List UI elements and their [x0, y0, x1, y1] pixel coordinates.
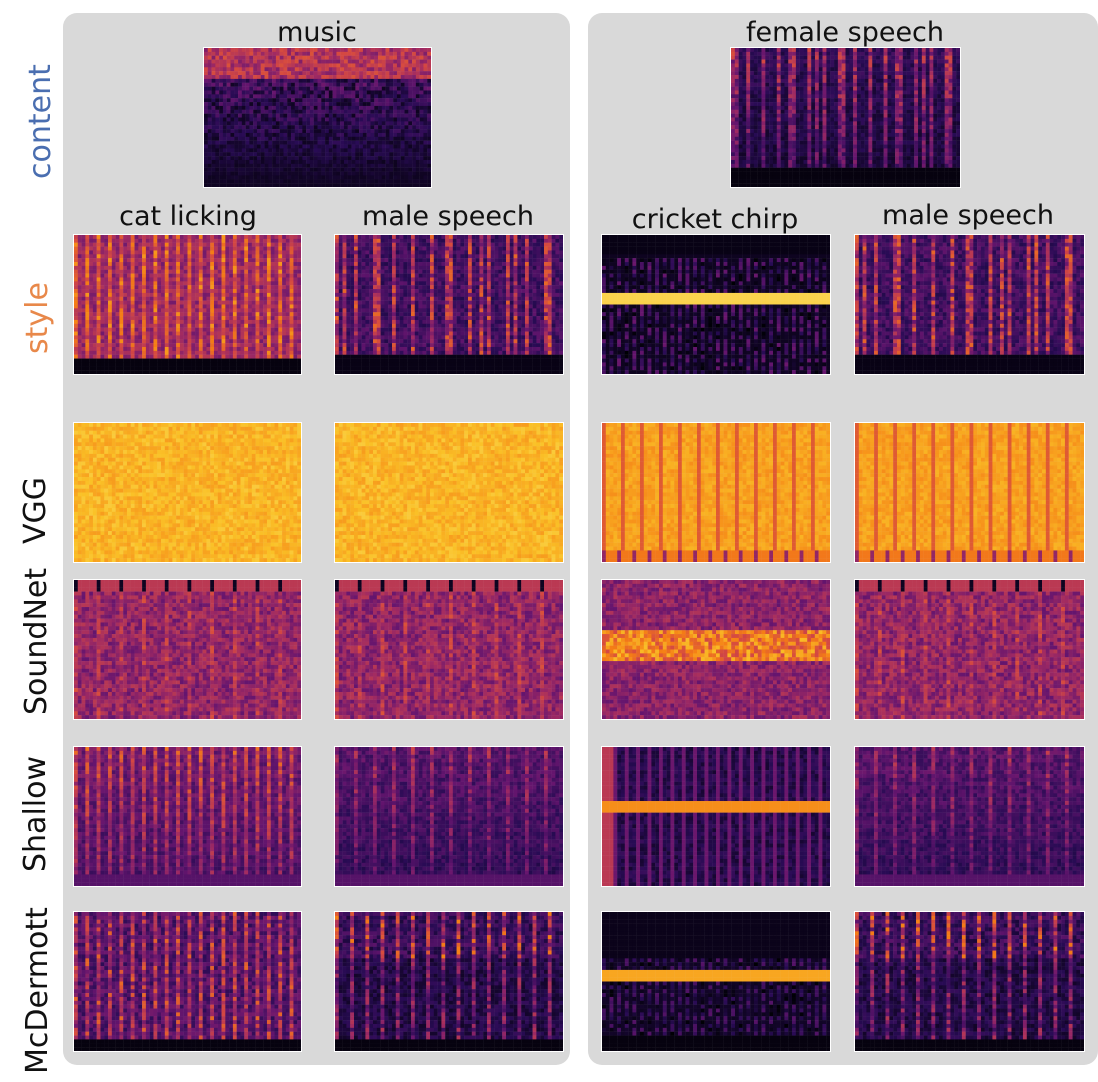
spectrogram-soundnet-3 [601, 579, 831, 720]
spectrogram-style-cricket-chirp [601, 234, 831, 375]
row-label-soundnet: SoundNet [19, 568, 56, 715]
spectrogram-mcdermott-1 [73, 911, 302, 1052]
spectrogram-female-speech [730, 47, 961, 188]
style-title-left-1: cat licking [88, 203, 288, 230]
row-label-mcdermott: McDermott [20, 894, 57, 1074]
spectrogram-mcdermott-3 [601, 911, 831, 1052]
content-title-left: music [217, 19, 417, 46]
spectrogram-vgg-1 [73, 422, 302, 563]
spectrogram-style-cat-licking [73, 234, 302, 375]
spectrogram-shallow-4 [854, 746, 1085, 887]
spectrogram-vgg-3 [601, 422, 831, 563]
spectrogram-vgg-2 [334, 422, 564, 563]
spectrogram-music [203, 47, 432, 188]
spectrogram-style-male-speech-left [334, 234, 564, 375]
spectrogram-vgg-4 [854, 422, 1085, 563]
row-label-vgg: VGG [18, 444, 55, 544]
spectrogram-mcdermott-2 [334, 911, 564, 1052]
spectrogram-soundnet-4 [854, 579, 1085, 720]
spectrogram-shallow-2 [334, 746, 564, 887]
spectrogram-mcdermott-4 [854, 911, 1085, 1052]
spectrogram-shallow-3 [601, 746, 831, 887]
spectrogram-soundnet-2 [334, 579, 564, 720]
spectrogram-shallow-1 [73, 746, 302, 887]
row-label-style: style [20, 254, 57, 354]
spectrogram-style-male-speech-right [854, 234, 1085, 375]
content-title-right: female speech [730, 19, 960, 46]
style-title-right-1: cricket chirp [610, 206, 820, 233]
row-label-shallow: Shallow [18, 756, 55, 872]
style-title-left-2: male speech [348, 203, 548, 230]
style-title-right-2: male speech [868, 202, 1068, 229]
row-label-content: content [23, 59, 60, 179]
spectrogram-soundnet-1 [73, 579, 302, 720]
